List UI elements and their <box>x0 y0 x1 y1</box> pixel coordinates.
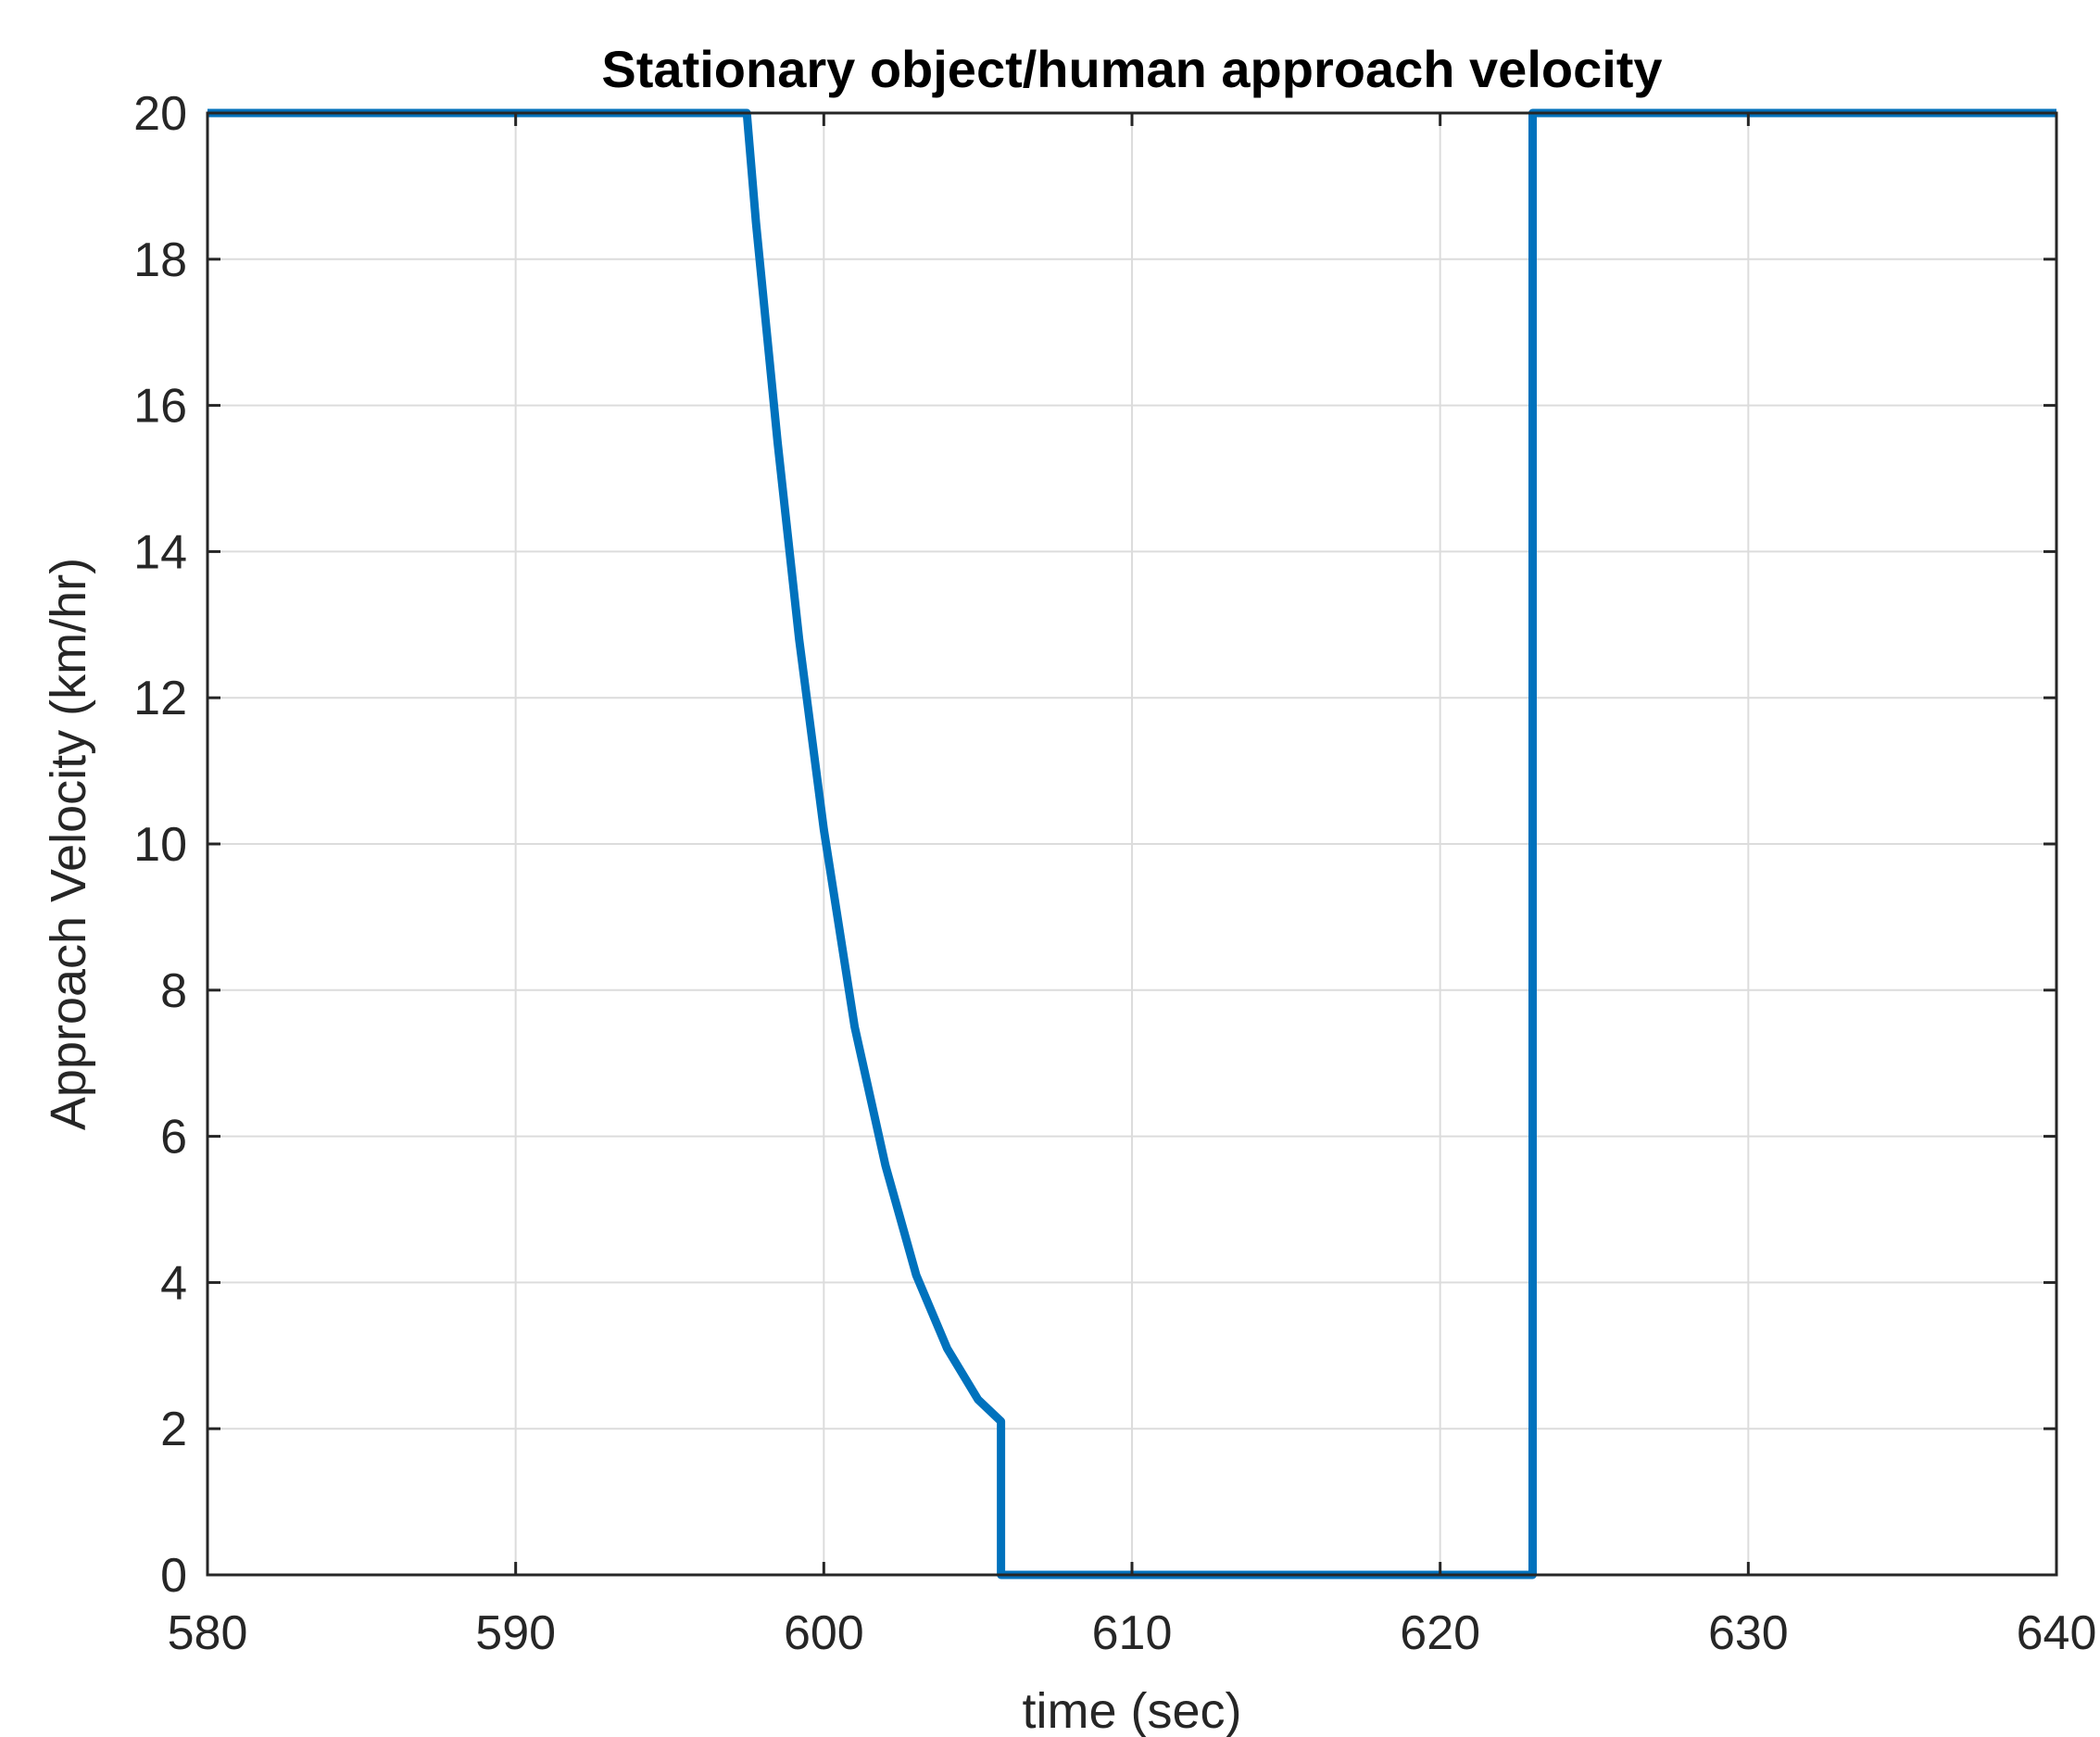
y-tick-label: 0 <box>160 1549 187 1603</box>
y-tick-labels: 0 2 4 6 8 10 12 14 16 18 20 <box>133 87 187 1603</box>
y-tick-label: 6 <box>160 1111 187 1164</box>
chart-title: Stationary object/human approach velocit… <box>601 40 1662 98</box>
x-tick-label: 590 <box>475 1606 556 1660</box>
y-axis-label: Approach Velocity (km/hr) <box>41 558 96 1130</box>
y-tick-label: 4 <box>160 1256 187 1310</box>
x-axis-label: time (sec) <box>1022 1683 1241 1737</box>
x-tick-label: 620 <box>1400 1606 1480 1660</box>
y-tick-label: 18 <box>133 233 187 287</box>
x-tick-labels: 580 590 600 610 620 630 640 <box>168 1606 2097 1660</box>
x-tick-label: 630 <box>1708 1606 1789 1660</box>
y-tick-label: 10 <box>133 818 187 872</box>
y-tick-label: 8 <box>160 964 187 1018</box>
x-tick-label: 600 <box>784 1606 864 1660</box>
x-tick-label: 640 <box>2017 1606 2097 1660</box>
y-tick-label: 20 <box>133 87 187 141</box>
x-tick-label: 610 <box>1092 1606 1173 1660</box>
tick-marks <box>206 111 2058 1577</box>
grid-lines <box>207 112 2057 1576</box>
y-tick-label: 16 <box>133 380 187 434</box>
y-tick-label: 14 <box>133 525 187 579</box>
x-tick-label: 580 <box>168 1606 248 1660</box>
y-tick-label: 2 <box>160 1403 187 1456</box>
y-tick-label: 12 <box>133 672 187 725</box>
